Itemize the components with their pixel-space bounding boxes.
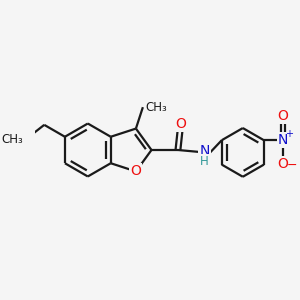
Text: O: O (278, 110, 288, 123)
Text: −: − (286, 159, 297, 172)
Text: O: O (130, 164, 141, 178)
Text: O: O (175, 117, 186, 130)
Text: CH₃: CH₃ (145, 101, 167, 114)
Text: H: H (200, 154, 209, 168)
Text: N: N (278, 133, 288, 147)
Text: O: O (278, 157, 288, 171)
Text: +: + (285, 130, 293, 140)
Text: N: N (199, 144, 210, 158)
Text: CH₃: CH₃ (2, 133, 23, 146)
